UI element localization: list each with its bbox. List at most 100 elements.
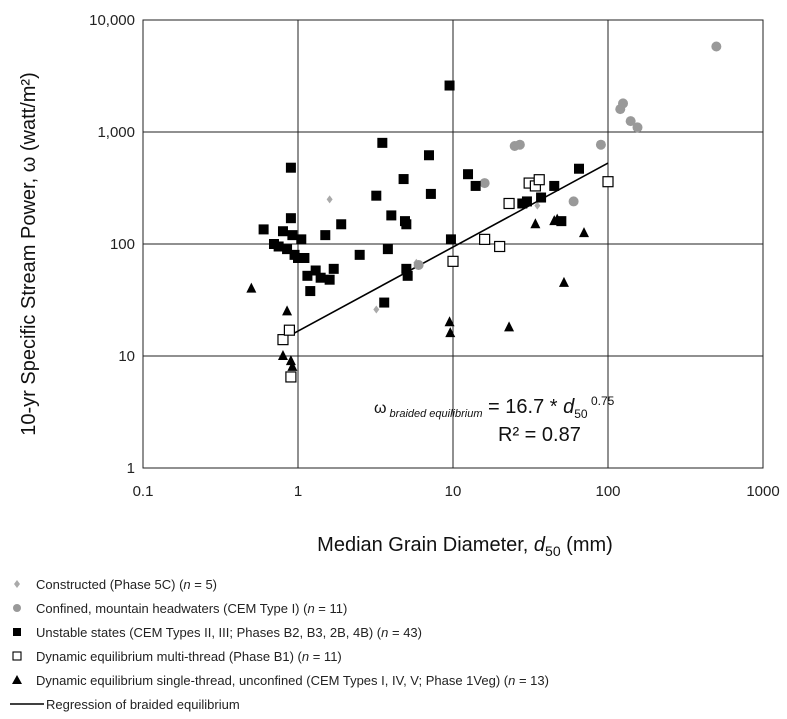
triangle-point: [287, 360, 298, 371]
legend-marker-line: [10, 697, 46, 711]
square-point: [336, 219, 347, 230]
circle-point: [479, 178, 490, 189]
x-tick-label: 10: [445, 483, 462, 500]
circle-point: [413, 259, 424, 270]
square-point: [398, 174, 409, 185]
open-square-point: [277, 334, 289, 346]
square-point: [324, 274, 335, 285]
square-point: [536, 192, 547, 203]
triangle-point: [277, 350, 288, 360]
legend-marker-circle: [10, 601, 36, 615]
square-point: [425, 188, 436, 199]
open-square-point: [447, 255, 459, 267]
square-point: [402, 270, 413, 281]
square-point: [444, 80, 455, 91]
square-point: [328, 263, 339, 274]
legend-label: Confined, mountain headwaters (CEM Type …: [36, 600, 348, 616]
y-axis-label: 10-yr Specific Stream Power, ω (watt/m²): [18, 72, 40, 435]
circle-point: [625, 116, 636, 127]
square-point: [302, 270, 313, 281]
legend-label: Dynamic equilibrium single-thread, uncon…: [36, 672, 549, 688]
regression-line: [290, 162, 609, 336]
r-squared: R² = 0.87: [498, 424, 581, 446]
y-tick-label: 100: [110, 236, 135, 253]
square-point: [287, 230, 298, 241]
diamond-point: [534, 201, 541, 210]
open-square-point: [503, 197, 515, 210]
circle-point: [711, 41, 722, 52]
legend-marker-open-square: [10, 649, 36, 663]
square-point: [423, 150, 434, 161]
triangle-point: [285, 355, 296, 366]
x-tick-label: 100: [595, 483, 620, 500]
triangle-point: [530, 218, 541, 229]
open-square-point: [602, 176, 614, 188]
open-square-point: [533, 174, 545, 186]
open-square-point: [285, 371, 297, 383]
circle-point: [568, 196, 579, 207]
square-point: [517, 198, 528, 209]
triangle-point: [444, 316, 455, 327]
legend-marker-triangle: [10, 673, 36, 687]
square-point: [315, 272, 326, 283]
square-point: [277, 226, 288, 237]
square-point: [285, 213, 296, 224]
y-tick-label: 10,000: [89, 12, 135, 29]
legend-label: Dynamic equilibrium multi-thread (Phase …: [36, 648, 342, 664]
diamond-point: [326, 195, 333, 204]
legend-item: Regression of braided equilibrium: [10, 692, 549, 716]
equation-annotation: ω braided equilibrium = 16.7 * d50 0.75 R…: [374, 394, 615, 446]
legend-marker-square: [10, 625, 36, 639]
legend-item: Constructed (Phase 5C) (n = 5): [10, 572, 549, 596]
regression-equation: ω braided equilibrium = 16.7 * d50 0.75: [374, 394, 615, 421]
regression-line-segment: [290, 162, 609, 336]
square-point: [401, 263, 412, 274]
series-3: [277, 174, 614, 383]
square-point: [310, 265, 321, 276]
triangle-point: [445, 327, 456, 338]
y-tick-label: 1,000: [97, 124, 135, 141]
legend-label: Constructed (Phase 5C) (n = 5): [36, 576, 218, 592]
plot-frame: [142, 19, 764, 469]
circle-point: [618, 98, 629, 109]
square-point: [258, 224, 269, 235]
triangle-point: [552, 213, 563, 224]
open-square-point: [479, 233, 491, 245]
square-point: [285, 162, 296, 173]
x-tick-label: 1: [294, 483, 302, 500]
series-4: [246, 213, 589, 371]
axis-labels: Median Grain Diameter, d50 (mm) 10-yr Spe…: [18, 72, 613, 559]
square-point: [371, 190, 382, 201]
triangle-point: [558, 276, 569, 287]
square-point: [401, 219, 412, 230]
legend-item: Dynamic equilibrium multi-thread (Phase …: [10, 644, 549, 668]
legend: Constructed (Phase 5C) (n = 5) Confined, …: [10, 572, 549, 716]
square-point: [299, 252, 310, 263]
y-tick-label: 10: [118, 348, 135, 365]
x-axis-label: Median Grain Diameter, d50 (mm): [317, 534, 613, 559]
circle-point: [595, 139, 606, 150]
square-point: [273, 241, 284, 252]
square-point: [305, 286, 316, 297]
circle-point: [514, 139, 525, 150]
square-point: [549, 180, 560, 191]
open-square-point: [494, 240, 506, 253]
triangle-point: [246, 282, 257, 293]
square-point: [382, 244, 393, 255]
square-point: [354, 249, 365, 260]
x-tick-label: 0.1: [133, 483, 154, 500]
square-point: [463, 169, 474, 180]
square-point: [377, 137, 388, 148]
data-points: [246, 41, 722, 383]
open-square-point: [283, 324, 295, 336]
square-point: [470, 180, 481, 191]
square-point: [296, 234, 307, 245]
triangle-point: [504, 321, 515, 332]
square-point: [556, 216, 567, 227]
x-tick-label: 1000: [746, 483, 779, 500]
legend-label: Regression of braided equilibrium: [46, 696, 240, 712]
legend-item: Dynamic equilibrium single-thread, uncon…: [10, 668, 549, 692]
square-point: [379, 297, 390, 308]
square-point: [320, 230, 331, 241]
